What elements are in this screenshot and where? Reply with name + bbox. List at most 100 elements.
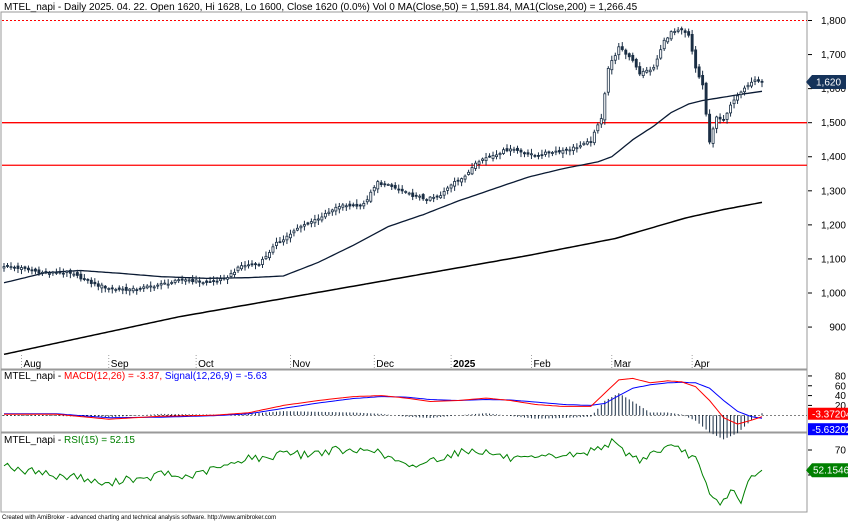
candle-body	[302, 224, 306, 227]
candle-body	[226, 277, 230, 280]
candle-body	[40, 271, 44, 274]
candle-body	[261, 258, 264, 265]
candle-body	[54, 271, 58, 274]
candle-body	[128, 288, 132, 292]
candle-body	[82, 278, 86, 280]
candle-body	[177, 279, 181, 282]
candle-body	[107, 288, 111, 290]
macd-value-box	[808, 407, 848, 420]
footer-credit: Created with AmiBroker - advanced charti…	[2, 515, 276, 521]
candle-body	[519, 149, 523, 153]
candle-body	[58, 271, 62, 274]
candle-body	[281, 239, 285, 243]
candle-body	[257, 264, 261, 266]
candle-body	[467, 171, 471, 175]
candle-body	[96, 283, 100, 287]
candle-body	[316, 218, 320, 221]
candle-body	[708, 113, 712, 143]
date-tick-label: Apr	[694, 359, 710, 370]
candle-body	[435, 195, 439, 198]
candle-body	[547, 151, 551, 154]
candle-body	[386, 184, 390, 186]
macd-line	[4, 377, 763, 425]
candle-body	[711, 128, 715, 144]
candle-body	[229, 272, 233, 277]
candle-body	[170, 282, 174, 284]
candle-body	[149, 285, 153, 288]
candle-body	[411, 192, 415, 197]
candle-body	[9, 266, 13, 269]
candle-body	[236, 266, 240, 272]
candle-body	[194, 279, 198, 283]
candle-body	[152, 286, 156, 289]
price-tick-label: 900	[829, 323, 846, 334]
candle-body	[299, 225, 303, 229]
candle-body	[736, 95, 739, 101]
candle-body	[523, 152, 526, 155]
price-chart-title: MTEL_napi - Daily 2025. 04. 22. Open 162…	[4, 2, 638, 13]
candle-body	[159, 283, 163, 286]
date-tick-label: Nov	[292, 359, 310, 370]
candle-body	[620, 46, 624, 50]
candle-body	[376, 181, 380, 190]
candle-body	[512, 148, 516, 151]
candle-body	[61, 272, 65, 275]
candle-body	[292, 230, 296, 234]
rsi-plot	[3, 437, 763, 507]
candle-body	[439, 195, 443, 199]
macd-panel-frame	[0, 369, 808, 433]
macd-tick-label: 60	[835, 381, 847, 392]
candle-body	[673, 31, 677, 33]
candle-body	[79, 273, 83, 280]
candle-body	[142, 286, 146, 289]
candle-body	[442, 190, 446, 196]
candle-body	[313, 219, 317, 224]
candle-body	[145, 285, 149, 289]
candle-body	[187, 279, 191, 282]
candle-body	[557, 150, 561, 153]
candle-body	[205, 280, 209, 283]
candle-body	[184, 279, 188, 282]
candle-body	[254, 263, 257, 266]
rsi-value-box	[806, 463, 848, 478]
candle-body	[753, 79, 757, 82]
candle-body	[603, 93, 607, 121]
price-tick-label: 1,200	[821, 220, 846, 231]
rsi-title: MTEL_napi - RSI(15) = 52.15	[4, 435, 135, 446]
candle-body	[68, 269, 72, 274]
candle-body	[561, 149, 565, 154]
candle-body	[240, 265, 243, 270]
candle-body	[390, 184, 394, 187]
date-tick-label: Oct	[198, 359, 214, 370]
candle-body	[505, 148, 509, 152]
candle-body	[135, 289, 139, 292]
macd-tick-label: 20	[835, 401, 847, 412]
macd-tick-label: 40	[835, 391, 847, 402]
candle-body	[114, 288, 118, 291]
candle-body	[27, 267, 30, 271]
candle-body	[474, 162, 478, 169]
candle-body	[526, 152, 530, 155]
candle-body	[166, 283, 170, 286]
candle-body	[456, 179, 460, 182]
candle-body	[694, 49, 698, 69]
candle-body	[550, 152, 554, 154]
ma50-line	[3, 90, 763, 284]
candle-body	[540, 154, 544, 157]
candle-body	[288, 233, 292, 239]
candle-body	[86, 278, 90, 281]
candle-body	[362, 202, 366, 207]
candle-body	[72, 273, 76, 276]
rsi-line	[3, 437, 763, 507]
price-axis: 9001,0001,1001,2001,3001,4001,5001,6001,…	[806, 16, 846, 334]
candle-body	[233, 271, 236, 275]
last-price-marker	[806, 75, 846, 90]
date-axis: Aug Sep Oct Nov Dec 2025 Feb Mar Apr	[21, 355, 710, 370]
candle-body	[33, 268, 37, 272]
candle-body	[351, 204, 355, 207]
candle-body	[397, 188, 401, 191]
candle-body	[131, 287, 135, 292]
candle-body	[89, 279, 93, 284]
